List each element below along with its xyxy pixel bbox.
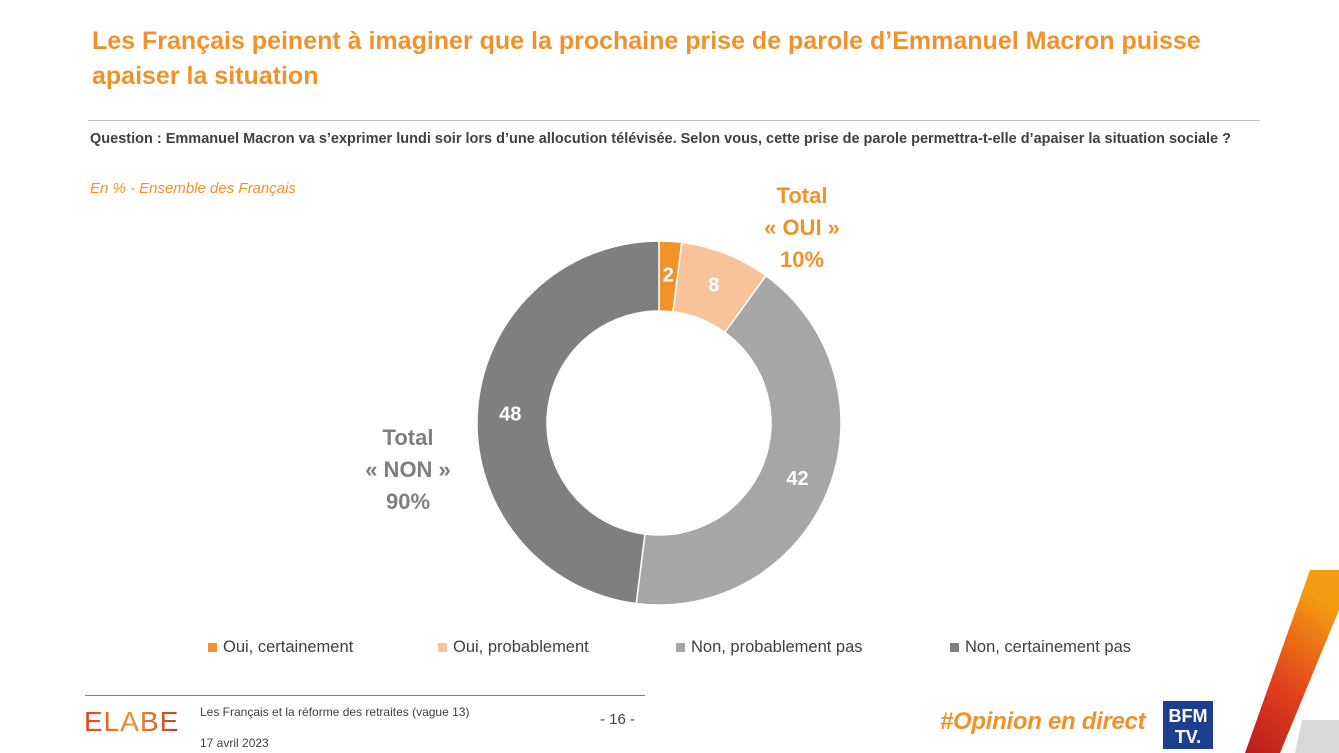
donut-slice-3 <box>635 274 842 606</box>
elabe-logo: ELABE <box>84 706 179 737</box>
donut-label-1: 2 <box>663 264 674 286</box>
legend-swatch <box>676 643 685 652</box>
bfmtv-logo: BFM TV. <box>1163 701 1213 749</box>
legend-item-2: Oui, probablement <box>438 638 589 657</box>
question-block: Question : Emmanuel Macron va s’exprimer… <box>90 128 1265 150</box>
legend-label: Non, probablement pas <box>691 638 863 656</box>
total-oui-label: Total « OUI » 10% <box>740 180 864 276</box>
page-title: Les Français peinent à imaginer que la p… <box>92 27 1201 90</box>
footer-divider <box>85 695 645 696</box>
corner-decoration <box>1245 570 1339 753</box>
donut-labels: 2 8 42 48 <box>499 264 808 490</box>
legend-label: Oui, certainement <box>223 638 354 656</box>
total-oui-line2: « OUI » <box>764 215 840 240</box>
bfm-logo-line2: TV. <box>1175 727 1201 747</box>
title-divider <box>88 120 1260 121</box>
bfm-logo-line1: BFM <box>1169 706 1208 726</box>
donut-slices <box>476 240 842 606</box>
opinion-hashtag: #Opinion en direct <box>940 708 1146 735</box>
footer-date: 17 avril 2023 <box>200 736 269 750</box>
legend-item-1: Oui, certainement <box>208 638 353 657</box>
legend-swatch <box>208 643 217 652</box>
total-non-value: 90% <box>385 489 431 514</box>
donut-slice-4 <box>476 240 660 605</box>
chart-legend: Oui, certainement Oui, probablement Non, p… <box>0 638 1339 664</box>
donut-label-2: 8 <box>708 274 719 296</box>
total-non-label: Total « NON » 90% <box>340 422 476 518</box>
donut-label-3: 42 <box>786 468 808 490</box>
page-number: - 16 - <box>600 711 636 728</box>
legend-swatch <box>438 643 447 652</box>
legend-item-3: Non, probablement pas <box>676 638 863 657</box>
total-non-line2: « NON » <box>365 457 451 482</box>
question-text: Emmanuel Macron va s’exprimer lundi soir… <box>165 131 1232 147</box>
total-oui-value: 10% <box>779 247 825 272</box>
total-oui-line1: Total <box>776 183 828 208</box>
total-non-line1: Total <box>382 425 434 450</box>
legend-item-4: Non, certainement pas <box>950 638 1131 657</box>
chart-subtitle: En % - Ensemble des Français <box>90 180 296 197</box>
question-label: Question : <box>90 131 162 147</box>
donut-label-4: 48 <box>499 404 521 426</box>
legend-swatch <box>950 643 959 652</box>
legend-label: Oui, probablement <box>453 638 589 656</box>
elabe-logo-text: ELABE <box>84 706 179 737</box>
legend-label: Non, certainement pas <box>965 638 1132 656</box>
footer-study-title: Les Français et la réforme des retraites… <box>200 705 470 719</box>
